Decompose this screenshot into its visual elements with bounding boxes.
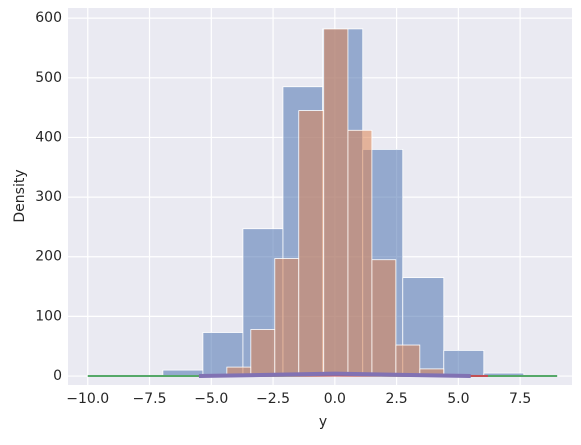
y-tick-label: 500	[35, 70, 62, 86]
x-axis-label: y	[319, 414, 327, 430]
histogram-bar	[371, 259, 397, 377]
histogram-bar	[298, 110, 325, 377]
y-tick-label: 100	[35, 308, 62, 324]
x-tick-label: −5.0	[194, 391, 228, 407]
x-tick-label: −7.5	[133, 391, 167, 407]
density-line	[198, 371, 471, 379]
x-tick-label: 2.5	[385, 391, 407, 407]
y-tick-label: 200	[35, 249, 62, 265]
y-tick-label: 300	[35, 189, 62, 205]
y-tick-label: 600	[35, 10, 62, 26]
histogram-bar	[395, 344, 421, 377]
histogram-bar	[323, 28, 349, 377]
x-tick-label: 7.5	[509, 391, 531, 407]
x-tick-label: −2.5	[256, 391, 290, 407]
x-tick-label: 0.0	[324, 391, 346, 407]
y-axis-label: Density	[12, 169, 28, 222]
histogram-bar	[443, 350, 485, 377]
y-tick-label: 0	[53, 368, 62, 384]
y-tick-label: 400	[35, 129, 62, 145]
histogram-bar	[274, 258, 300, 377]
x-tick-label: −10.0	[66, 391, 109, 407]
x-tick-label: 5.0	[447, 391, 469, 407]
histogram-bar	[347, 129, 373, 377]
histogram-bar	[250, 329, 276, 377]
